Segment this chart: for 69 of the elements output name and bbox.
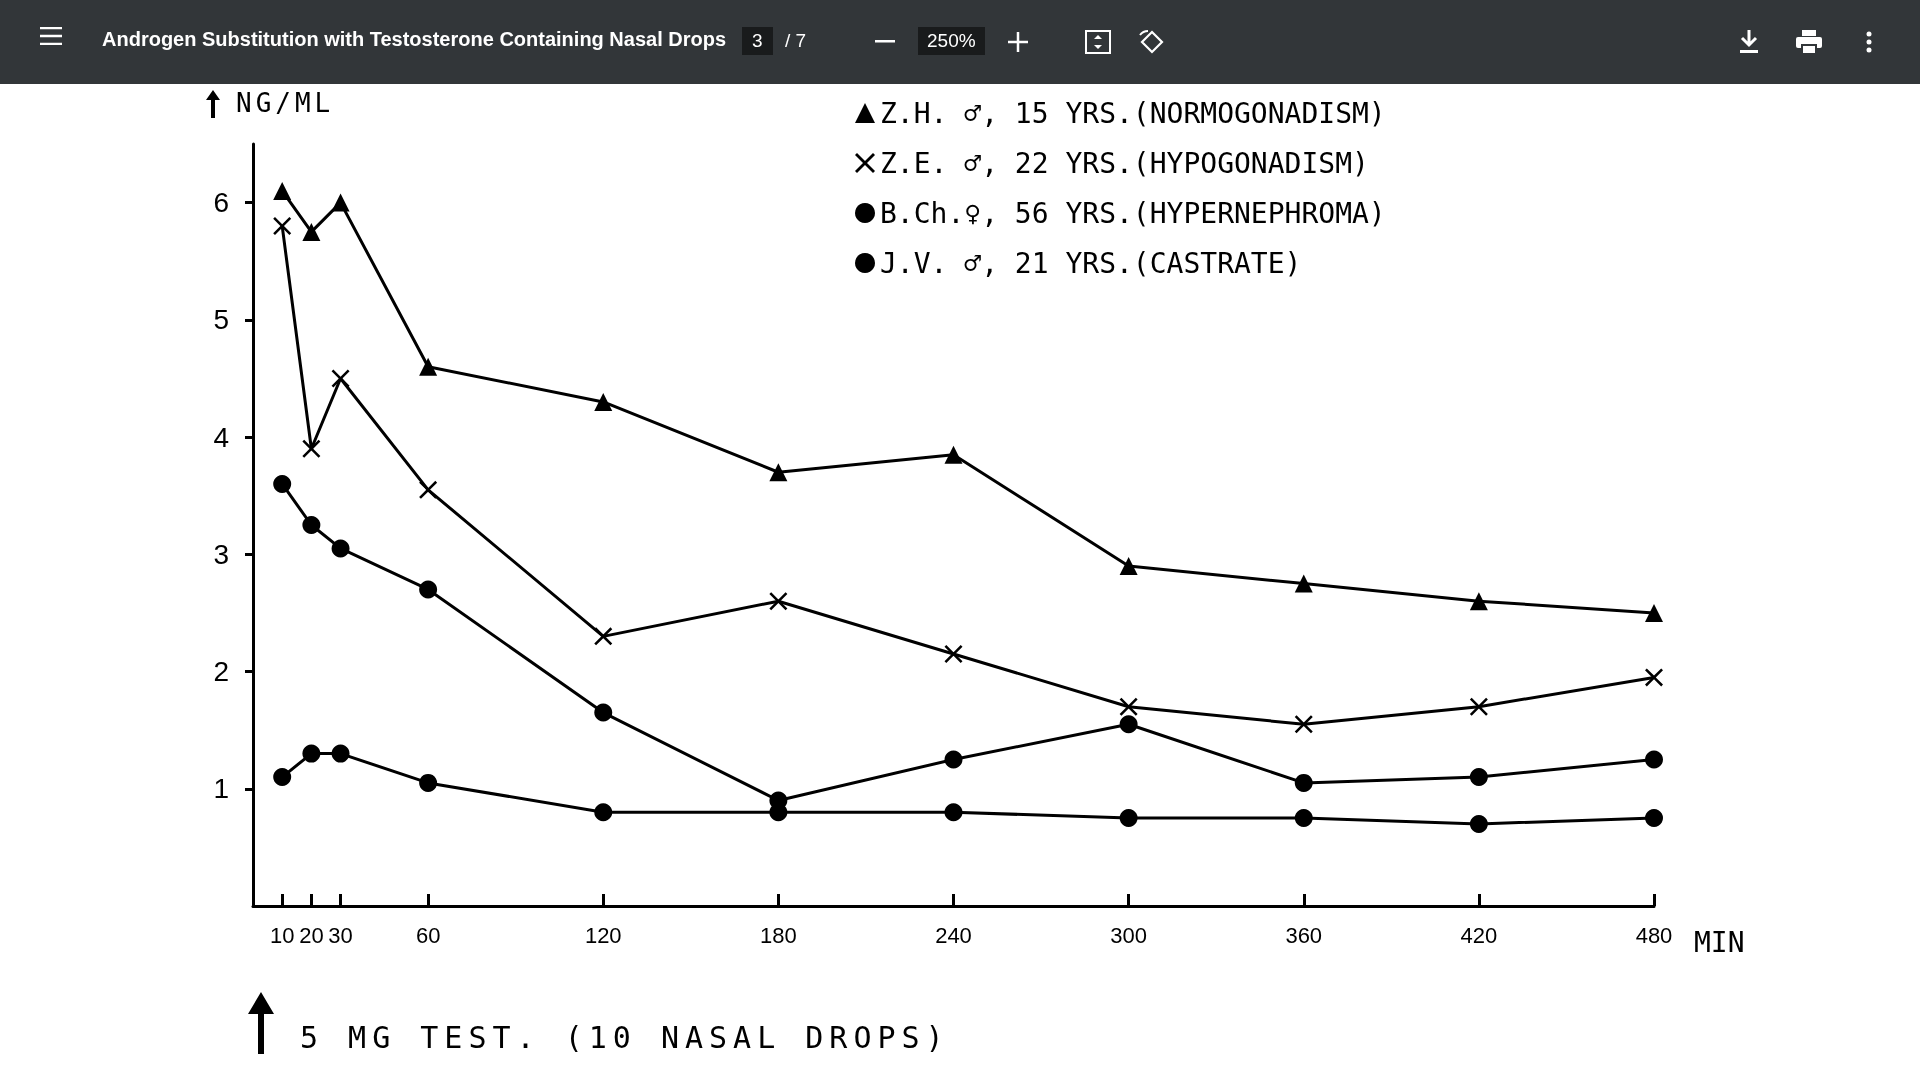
point xyxy=(1294,715,1313,734)
point xyxy=(419,480,438,499)
x-tick-label: 60 xyxy=(415,922,441,948)
point xyxy=(594,392,613,411)
point xyxy=(331,539,350,558)
y-tick-label: 1 xyxy=(213,773,229,805)
point xyxy=(1645,668,1663,687)
point xyxy=(1645,809,1663,828)
point xyxy=(944,750,963,769)
point xyxy=(1294,809,1313,828)
x-tick-label: 180 xyxy=(760,922,797,948)
point xyxy=(944,445,963,464)
point xyxy=(331,744,350,763)
point xyxy=(1645,750,1663,769)
point xyxy=(594,703,613,722)
point xyxy=(302,439,321,458)
point xyxy=(273,181,292,200)
legend-label: J.V. ♂, 21 YRS.(CASTRATE) xyxy=(880,246,1302,280)
point xyxy=(419,773,438,792)
point xyxy=(302,744,321,763)
point xyxy=(1119,557,1138,576)
x-tick-label: 300 xyxy=(1110,922,1147,948)
text: / 7 xyxy=(785,30,807,52)
text: 5 MG TEST. (10 NASAL DROPS) xyxy=(300,1020,950,1055)
point xyxy=(273,217,292,236)
x-axis-title: MIN xyxy=(1694,925,1745,959)
x-tick-label: 10 xyxy=(269,922,295,948)
point xyxy=(1119,809,1138,828)
point xyxy=(1645,603,1663,622)
y-axis-title: NG/ML xyxy=(236,88,335,118)
point xyxy=(594,627,613,646)
point xyxy=(273,768,292,787)
point xyxy=(273,474,292,493)
point xyxy=(1469,768,1488,787)
point xyxy=(594,803,613,822)
text: 3 xyxy=(742,27,773,55)
legend-label: B.Ch.♀, 56 YRS.(HYPERNEPHROMA) xyxy=(880,196,1386,230)
y-tick-label: 4 xyxy=(213,421,229,453)
point xyxy=(1469,697,1488,716)
point xyxy=(1119,697,1138,716)
point xyxy=(1119,715,1138,734)
point xyxy=(302,222,321,241)
point xyxy=(1469,592,1488,611)
point xyxy=(302,516,321,534)
y-tick-label: 5 xyxy=(213,304,229,336)
x-tick-label: 120 xyxy=(584,922,622,948)
legend-label: Z.H. ♂, 15 YRS.(NORMOGONADISM) xyxy=(880,96,1386,130)
point xyxy=(769,463,788,482)
y-tick-label: 3 xyxy=(213,538,229,570)
x-tick-label: 480 xyxy=(1635,922,1673,948)
legend-label: Z.E. ♂, 22 YRS.(HYPOGONADISM) xyxy=(880,146,1369,180)
y-tick-label: 6 xyxy=(213,187,229,219)
x-tick-label: 240 xyxy=(935,922,972,948)
point xyxy=(1294,574,1313,593)
point xyxy=(944,803,963,822)
text: 250% xyxy=(918,27,985,55)
point xyxy=(1469,814,1488,833)
x-tick-label: 20 xyxy=(299,922,324,948)
point xyxy=(419,357,438,376)
chart-title: Androgen Substitution with Testosterone Containing Nasal Drops xyxy=(102,28,727,51)
point xyxy=(1294,773,1313,792)
x-tick-label: 30 xyxy=(328,922,353,948)
x-tick-label: 420 xyxy=(1460,922,1498,948)
point xyxy=(331,193,350,212)
point xyxy=(769,592,788,611)
y-tick-label: 2 xyxy=(213,656,229,688)
x-tick-label: 360 xyxy=(1285,922,1323,948)
point xyxy=(944,644,963,663)
point xyxy=(419,580,438,599)
